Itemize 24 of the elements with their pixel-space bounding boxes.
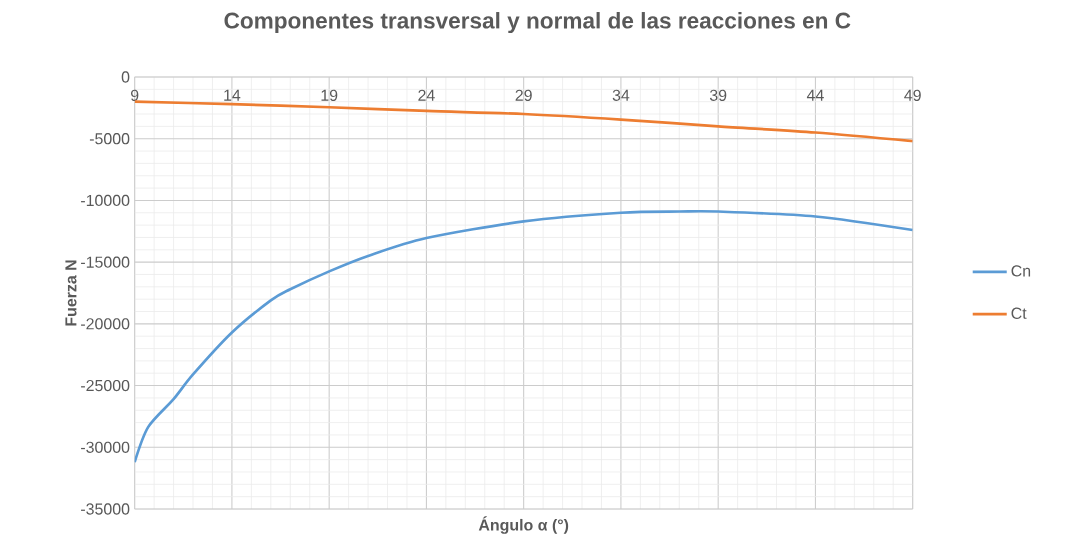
y-tick-label: -20000 [81,318,130,330]
x-tick-label: 34 [612,89,630,101]
y-tick-label: -25000 [81,379,130,392]
y-tick-label: -15000 [81,256,130,268]
x-tick-label: 49 [904,89,921,101]
x-tick-label: 39 [709,89,727,101]
x-tick-label: 14 [224,89,241,101]
line-series [134,100,913,143]
y-tick-label: -5000 [89,133,130,145]
chart-title: Componentes transversal y normal de las reacciones en C [224,12,851,34]
line-series [134,209,913,464]
y-tick-label: -30000 [81,441,130,453]
y-tick-label: 0 [121,71,130,83]
x-tick-label: 9 [130,89,139,101]
y-axis-title: Fuerza N [65,260,77,326]
legend-label: Cn [1011,265,1031,277]
x-tick-label: 44 [806,89,824,101]
x-tick-label: 19 [321,89,338,101]
y-tick-label: -35000 [81,503,130,515]
legend-label: Ct [1011,307,1027,319]
x-tick-label: 29 [515,89,532,101]
x-tick-label: 24 [418,89,435,101]
y-tick-label: -10000 [81,194,130,207]
x-axis-title: Ángulo α (°) [478,516,569,534]
